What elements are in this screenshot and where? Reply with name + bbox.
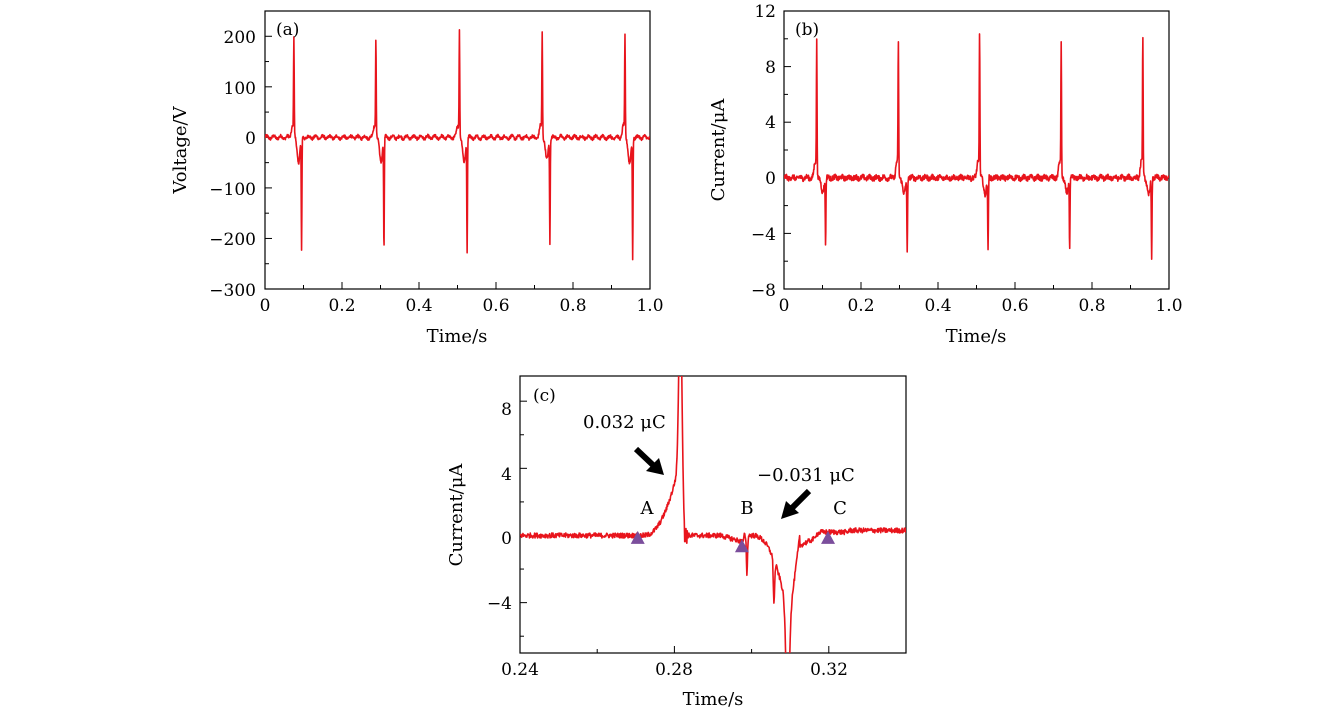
y-tick-label-b: 4	[765, 113, 776, 133]
ticks-c	[519, 400, 907, 653]
ticks-b	[783, 10, 1170, 290]
plot-frame-c	[519, 375, 907, 654]
panel-c: (c) A B C 0.032 μC −0.031 μC 0.24 0.28 0…	[446, 375, 907, 710]
plot-frame-b	[783, 10, 1170, 290]
x-tick-label-c: 0.28	[655, 660, 693, 680]
y-tick-label-c: −4	[487, 594, 512, 614]
y-axis-label-b: Current/μA	[708, 98, 729, 202]
y-tick-label-b: 0	[765, 169, 776, 189]
panel-label-c: (c)	[533, 386, 556, 406]
marker-label-a: A	[640, 498, 655, 519]
panel-a: (a) 0 0.2 0.4 0.6 0.8 1.0 200 100 0 −100…	[170, 10, 664, 347]
x-axis-label-c: Time/s	[683, 689, 744, 710]
panel-b: (b) 0 0.2 0.4 0.6 0.8 1.0 12 8 4 0 −4 −8…	[708, 2, 1183, 347]
series-line-c	[520, 376, 906, 653]
y-tick-label-b: 8	[765, 58, 776, 78]
x-tick-label-b: 0.8	[1078, 296, 1105, 316]
x-axis-label-b: Time/s	[946, 326, 1007, 347]
y-tick-label-a: 200	[224, 28, 256, 48]
y-tick-label-c: 4	[501, 465, 512, 485]
plot-frame-a	[264, 10, 651, 290]
y-tick-label-a: −200	[209, 230, 256, 250]
y-tick-label-a: 100	[224, 79, 256, 99]
marker-a	[630, 530, 645, 544]
charge-annotation-positive: 0.032 μC	[583, 412, 666, 433]
markers-c	[630, 530, 836, 553]
y-tick-label-c: 8	[501, 400, 512, 420]
y-tick-label-c: 0	[501, 529, 512, 549]
x-tick-label-b: 0.6	[1001, 296, 1028, 316]
marker-label-c: C	[833, 498, 847, 519]
x-tick-label-a: 1.0	[636, 296, 663, 316]
series-line-a	[265, 29, 650, 261]
x-tick-label-b: 1.0	[1155, 296, 1182, 316]
x-tick-label-a: 0	[260, 296, 271, 316]
x-tick-label-a: 0.2	[328, 296, 355, 316]
x-tick-label-a: 0.6	[482, 296, 509, 316]
x-axis-label-a: Time/s	[427, 326, 488, 347]
x-tick-label-a: 0.4	[405, 296, 432, 316]
x-tick-label-a: 0.8	[559, 296, 586, 316]
series-line-b	[784, 33, 1169, 260]
ticks-a	[264, 10, 651, 290]
marker-c	[821, 530, 836, 544]
arrow-positive	[633, 446, 664, 475]
y-axis-label-c: Current/μA	[446, 463, 467, 567]
x-tick-label-b: 0	[779, 296, 790, 316]
y-tick-label-a: 0	[245, 129, 256, 149]
x-tick-label-b: 0.2	[847, 296, 874, 316]
charge-annotation-negative: −0.031 μC	[757, 465, 855, 486]
y-tick-label-a: −300	[209, 281, 256, 301]
x-tick-label-c: 0.32	[810, 660, 848, 680]
y-axis-label-a: Voltage/V	[170, 105, 191, 194]
x-tick-label-b: 0.4	[924, 296, 951, 316]
y-tick-label-a: −100	[209, 180, 256, 200]
panel-label-a: (a)	[276, 20, 299, 40]
panel-label-b: (b)	[795, 20, 819, 40]
y-tick-label-b: −8	[751, 281, 776, 301]
x-tick-label-c: 0.24	[501, 660, 539, 680]
marker-label-b: B	[740, 498, 753, 519]
arrow-negative	[781, 488, 812, 519]
y-tick-label-b: −4	[751, 225, 776, 245]
y-tick-label-b: 12	[754, 2, 776, 22]
marker-b	[734, 539, 749, 553]
